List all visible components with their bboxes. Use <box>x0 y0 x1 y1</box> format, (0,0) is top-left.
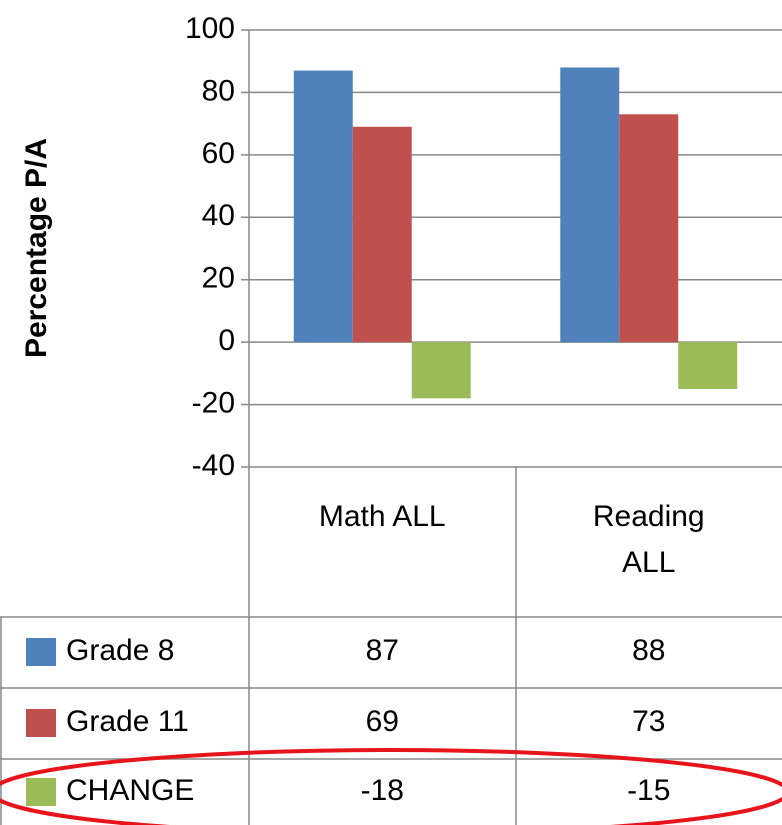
table-value: 73 <box>632 705 665 738</box>
y-tick-label: -40 <box>192 449 235 482</box>
legend-label: Grade 8 <box>66 634 174 667</box>
table-value: -18 <box>361 774 404 807</box>
y-tick-label: 80 <box>202 74 235 107</box>
bar <box>619 114 679 343</box>
bar <box>411 342 471 399</box>
y-tick-label: 100 <box>185 12 235 45</box>
y-tick-label: 0 <box>218 324 235 357</box>
x-tick-label: Reading ALL <box>592 500 705 579</box>
bar <box>678 342 738 389</box>
table-value: 69 <box>366 705 399 738</box>
bar <box>352 126 412 343</box>
y-axis-label: Percentage P/A <box>20 138 53 358</box>
legend-label: Grade 11 <box>66 705 189 738</box>
y-tick-label: 20 <box>202 262 235 295</box>
y-tick-label: 60 <box>202 137 235 170</box>
table-value: -15 <box>627 774 670 807</box>
y-tick-label: 40 <box>202 199 235 232</box>
bar <box>560 67 620 343</box>
x-tick-label: Math ALL <box>318 500 446 533</box>
legend-swatch <box>26 778 56 806</box>
bar <box>293 70 353 343</box>
highlight-ellipse <box>0 748 782 825</box>
table-value: 87 <box>366 634 399 667</box>
table-value: 88 <box>632 634 665 667</box>
legend-swatch <box>26 638 56 666</box>
legend-swatch <box>26 709 56 737</box>
legend-label: CHANGE <box>66 774 194 807</box>
y-tick-label: -20 <box>192 386 235 419</box>
